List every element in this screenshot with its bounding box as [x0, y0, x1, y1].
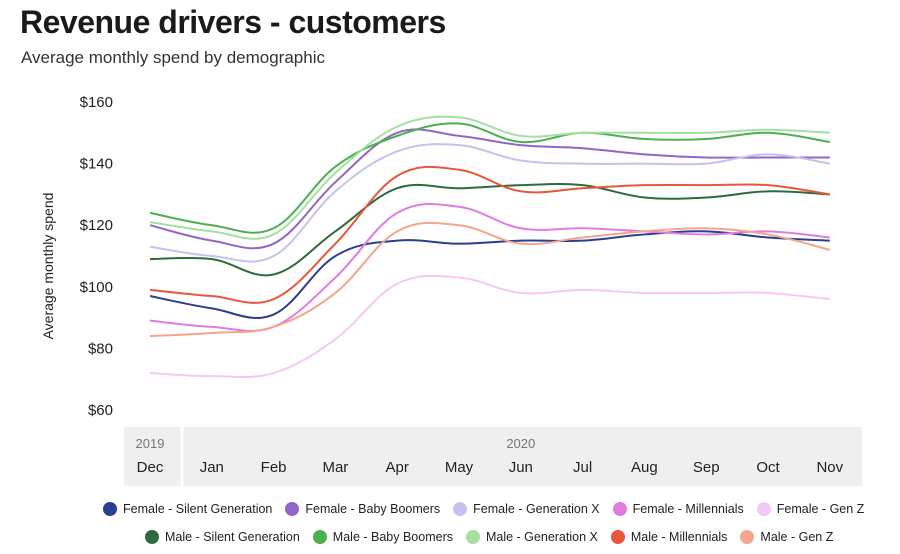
series-lines	[149, 115, 831, 379]
x-tick-label: May	[445, 459, 474, 476]
x-axis-band-bg	[124, 427, 862, 486]
series-line	[149, 115, 830, 240]
x-axis-band	[124, 427, 862, 486]
series-line	[149, 274, 830, 379]
y-tick-label: $100	[80, 279, 113, 296]
legend-swatch	[103, 502, 117, 516]
legend-label: Female - Gen Z	[776, 502, 865, 516]
x-tick-label: Nov	[816, 459, 843, 476]
legend-item[interactable]: Female - Gen Z	[756, 502, 865, 516]
legend-label: Male - Silent Generation	[165, 530, 300, 544]
y-tick-label: $120	[80, 217, 113, 234]
x-tick-label: Feb	[261, 459, 287, 476]
legend-label: Female - Millennials	[632, 502, 744, 516]
legend-item[interactable]: Female - Baby Boomers	[285, 502, 440, 516]
series-line	[149, 165, 830, 304]
x-tick-label: Sep	[693, 459, 720, 476]
legend-swatch	[740, 530, 755, 544]
legend-label: Female - Generation X	[473, 502, 600, 516]
y-axis-label: Average monthly spend	[40, 193, 56, 340]
x-tick-label: Jun	[509, 459, 533, 476]
series-line	[149, 122, 830, 234]
y-tick-label: $160	[80, 94, 113, 111]
legend-item[interactable]: Male - Baby Boomers	[312, 530, 453, 544]
chart-subtitle: Average monthly spend by demographic	[21, 48, 325, 67]
series-line	[149, 128, 830, 250]
x-tick-label: Mar	[322, 459, 348, 476]
series-line	[149, 202, 830, 333]
legend-swatch	[465, 530, 480, 544]
series-line	[149, 143, 830, 263]
legend-swatch	[612, 502, 627, 516]
x-tick-label: Aug	[631, 459, 658, 476]
chart-title: Revenue drivers - customers	[20, 4, 446, 40]
x-tick-label: Oct	[756, 459, 780, 476]
year-label: 2020	[506, 436, 535, 451]
legend-label: Male - Gen Z	[760, 530, 834, 544]
x-tick-label: Apr	[386, 459, 409, 476]
legend-item[interactable]: Female - Millennials	[612, 502, 744, 516]
series-line	[149, 221, 831, 338]
legend-item[interactable]: Male - Gen Z	[740, 530, 833, 544]
legend-swatch	[145, 530, 159, 544]
legend-item[interactable]: Male - Silent Generation	[145, 530, 300, 544]
y-axis-ticks: $60 $80 $100 $120 $140 $160	[80, 94, 113, 419]
legend-item[interactable]: Male - Generation X	[465, 530, 598, 544]
legend-label: Male - Generation X	[485, 530, 598, 544]
legend-swatch	[610, 530, 625, 544]
x-tick-label: Jan	[200, 459, 224, 476]
series-line	[149, 183, 830, 277]
y-tick-label: $140	[80, 156, 113, 173]
legend-swatch	[756, 502, 771, 516]
year-labels: 2019 2020	[136, 436, 536, 451]
y-tick-label: $60	[88, 402, 113, 419]
legend-swatch	[312, 530, 327, 544]
year-label: 2019	[136, 436, 165, 451]
legend-item[interactable]: Female - Generation X	[453, 502, 600, 516]
legend-label: Female - Baby Boomers	[305, 502, 441, 516]
legend-label: Male - Baby Boomers	[332, 530, 453, 544]
series-line	[149, 230, 830, 319]
x-axis-ticks: Dec Jan Feb Mar Apr May Jun Jul Aug Sep Oct Nov	[137, 459, 844, 476]
x-tick-label: Dec	[137, 459, 164, 476]
legend-swatch	[285, 502, 300, 516]
legend-label: Female - Silent Generation	[123, 502, 273, 516]
y-tick-label: $80	[88, 340, 113, 357]
legend-item[interactable]: Female - Silent Generation	[103, 502, 272, 516]
x-tick-label: Jul	[573, 459, 592, 476]
legend-item[interactable]: Male - Millennials	[610, 530, 728, 544]
legend-swatch	[453, 502, 468, 516]
legend-row-male: Male - Silent Generation Male - Baby Boom…	[145, 530, 846, 544]
legend-label: Male - Millennials	[630, 530, 728, 544]
legend-row-female: Female - Silent Generation Female - Baby …	[103, 502, 877, 516]
